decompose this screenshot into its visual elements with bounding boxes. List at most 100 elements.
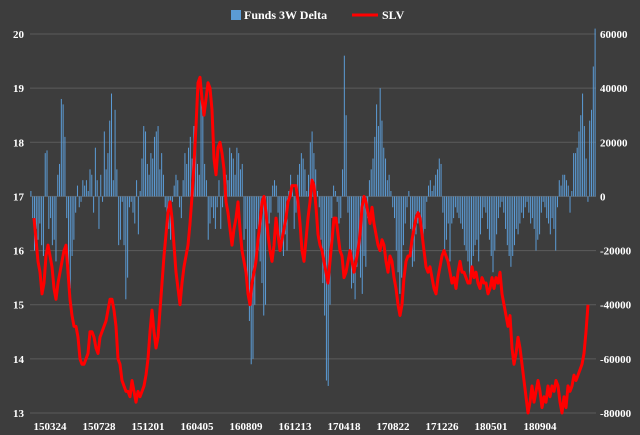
bar — [196, 163, 198, 197]
bar — [481, 196, 483, 219]
bar — [499, 196, 501, 208]
left-axis-tick-label: 15 — [13, 300, 25, 312]
bar — [503, 196, 505, 213]
bar — [277, 196, 279, 213]
gridlines — [30, 33, 596, 414]
legend-label-slv: SLV — [382, 8, 405, 22]
bar — [556, 196, 558, 208]
bar — [207, 196, 209, 240]
bar — [565, 180, 567, 197]
bar — [399, 196, 401, 294]
bar — [216, 196, 218, 208]
bar — [492, 196, 494, 273]
bar — [361, 196, 363, 294]
bar — [456, 196, 458, 213]
legend-label-funds-3w-delta: Funds 3W Delta — [244, 8, 327, 22]
bar — [53, 196, 55, 240]
bar — [451, 196, 453, 224]
bar — [102, 196, 104, 202]
x-axis-tick-label: 170418 — [328, 421, 362, 433]
bar — [153, 136, 155, 197]
bar — [402, 196, 404, 246]
bar — [175, 174, 177, 197]
left-axis-ticks: 13 14 15 16 17 18 19 20 — [13, 29, 25, 420]
bar — [567, 185, 569, 197]
bar — [205, 180, 207, 197]
bar — [254, 196, 256, 305]
bar — [372, 158, 374, 197]
bar — [46, 150, 48, 197]
bar — [585, 158, 587, 197]
bar — [161, 153, 163, 197]
bar — [422, 196, 424, 246]
right-axis-tick-label: 60000 — [600, 29, 628, 41]
bar — [265, 196, 267, 305]
bar — [68, 196, 70, 278]
bar — [560, 185, 562, 197]
bar — [141, 158, 143, 197]
bar — [299, 163, 301, 197]
bar — [497, 196, 499, 219]
bar — [37, 196, 39, 240]
bar — [125, 196, 127, 300]
bar — [293, 196, 295, 229]
bar — [87, 191, 89, 197]
bar — [394, 196, 395, 219]
bar — [35, 196, 37, 229]
bar — [150, 153, 152, 197]
bar — [316, 191, 318, 197]
right-axis-tick-label: 20000 — [600, 137, 628, 149]
bar — [542, 196, 544, 202]
bar — [488, 196, 490, 240]
bar — [184, 153, 186, 197]
bar — [116, 169, 118, 197]
bar — [295, 196, 297, 213]
bar — [340, 196, 342, 219]
bar — [155, 131, 157, 197]
bar — [273, 180, 275, 197]
bar — [128, 196, 130, 208]
bar — [59, 163, 61, 197]
bar — [338, 196, 340, 224]
bar — [309, 142, 311, 197]
bar — [44, 153, 46, 197]
bar — [243, 196, 245, 240]
bar — [445, 196, 447, 240]
bar — [433, 185, 435, 197]
bar — [189, 136, 191, 197]
bar — [471, 196, 473, 267]
bar — [576, 147, 578, 197]
bar — [478, 196, 480, 262]
right-axis-ticks: -80000 -60000 -40000 -20000 0 20000 40000 60000 — [600, 29, 632, 420]
bar — [308, 174, 310, 197]
bar — [152, 158, 154, 197]
bar — [204, 163, 206, 197]
bar — [220, 196, 222, 229]
bar — [574, 153, 576, 197]
bar — [109, 120, 111, 197]
bar — [304, 169, 306, 197]
right-axis-tick-label: -20000 — [600, 246, 632, 258]
left-axis-tick-label: 20 — [13, 29, 25, 41]
bar — [94, 147, 96, 197]
bar — [245, 196, 247, 229]
bar — [84, 185, 86, 197]
bar — [419, 196, 421, 213]
line-series-slv — [32, 75, 590, 415]
bar — [313, 153, 315, 197]
x-axis-tick-label: 160405 — [181, 421, 215, 433]
bar — [528, 196, 530, 213]
bar — [179, 196, 181, 208]
bar — [297, 174, 299, 197]
bar — [82, 180, 84, 197]
x-axis-tick-label: 170822 — [377, 421, 411, 433]
bar — [462, 196, 464, 229]
bar — [374, 136, 376, 197]
bar — [429, 180, 431, 197]
bar — [334, 191, 336, 197]
right-axis-tick-label: -60000 — [600, 354, 632, 366]
legend: Funds 3W Delta SLV — [231, 8, 405, 22]
bar — [50, 196, 52, 219]
bar — [69, 196, 71, 289]
